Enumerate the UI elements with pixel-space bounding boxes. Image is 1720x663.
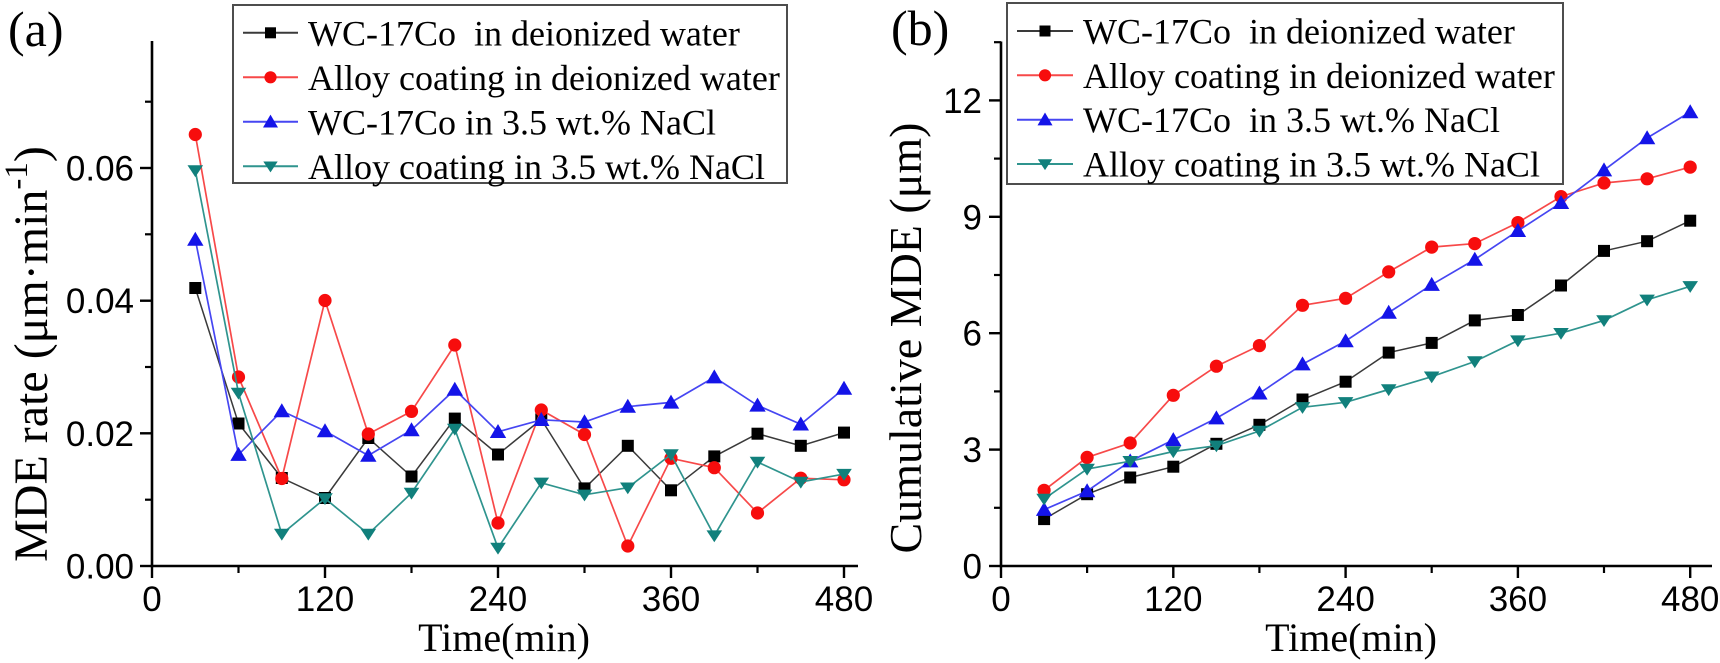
svg-text:6: 6 (963, 315, 982, 354)
svg-text:12: 12 (943, 82, 982, 121)
svg-text:Alloy coating in 3.5 wt.% NaCl: Alloy coating in 3.5 wt.% NaCl (1083, 145, 1540, 185)
svg-text:120: 120 (296, 580, 354, 619)
svg-text:Alloy coating in deionized wat: Alloy coating in deionized water (308, 58, 780, 98)
svg-text:(a): (a) (8, 1, 64, 57)
svg-text:360: 360 (642, 580, 700, 619)
svg-text:240: 240 (1316, 580, 1374, 619)
svg-text:Cumulative MDE (μm): Cumulative MDE (μm) (880, 123, 931, 554)
svg-text:0: 0 (142, 580, 161, 619)
svg-text:0.06: 0.06 (66, 150, 134, 189)
svg-text:480: 480 (1661, 580, 1719, 619)
svg-text:0.00: 0.00 (66, 548, 134, 587)
svg-text:(b): (b) (891, 0, 949, 56)
svg-text:360: 360 (1489, 580, 1547, 619)
svg-text:0: 0 (963, 548, 982, 587)
svg-text:0.04: 0.04 (66, 282, 134, 321)
svg-text:WC-17Co in 3.5 wt.% NaCl: WC-17Co in 3.5 wt.% NaCl (1083, 100, 1500, 140)
svg-text:240: 240 (469, 580, 527, 619)
svg-text:Alloy coating in deionized wat: Alloy coating in deionized water (1083, 56, 1555, 96)
svg-text:Time(min): Time(min) (418, 615, 590, 660)
svg-text:0.02: 0.02 (66, 415, 134, 454)
svg-text:WC-17Co in 3.5 wt.% NaCl: WC-17Co in 3.5 wt.% NaCl (308, 102, 716, 142)
svg-text:120: 120 (1144, 580, 1202, 619)
svg-text:Time(min): Time(min) (1265, 615, 1437, 660)
svg-text:9: 9 (963, 198, 982, 237)
svg-text:3: 3 (963, 431, 982, 470)
svg-text:0: 0 (991, 580, 1010, 619)
svg-text:MDE rate (μm·min-1): MDE rate (μm·min-1) (0, 146, 58, 562)
svg-text:Alloy coating in 3.5 wt.% NaCl: Alloy coating in 3.5 wt.% NaCl (308, 147, 765, 187)
svg-text:480: 480 (815, 580, 873, 619)
svg-text:WC-17Co in deionized water: WC-17Co in deionized water (308, 13, 740, 53)
svg-text:WC-17Co in deionized water: WC-17Co in deionized water (1083, 12, 1515, 52)
